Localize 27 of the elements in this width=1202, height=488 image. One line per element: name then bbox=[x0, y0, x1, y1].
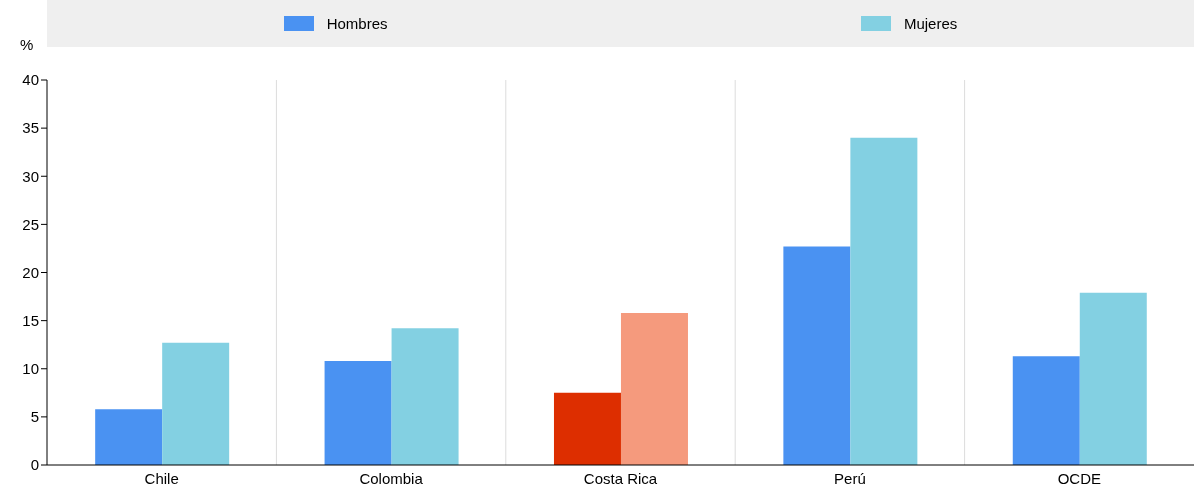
y-tick-label: 40 bbox=[22, 71, 39, 89]
bar bbox=[620, 312, 688, 465]
y-tick-label: 10 bbox=[22, 360, 39, 378]
x-tick-label: Costa Rica bbox=[583, 469, 658, 487]
bar bbox=[1079, 292, 1147, 465]
x-tick-label: OCDE bbox=[1057, 469, 1101, 487]
y-tick-label: 25 bbox=[22, 215, 39, 233]
bar bbox=[95, 409, 163, 465]
legend-label: Hombres bbox=[326, 15, 388, 32]
y-tick-label: 5 bbox=[30, 408, 39, 426]
y-tick-label: 15 bbox=[22, 311, 39, 329]
y-tick-label: 20 bbox=[22, 263, 39, 281]
x-tick-label: Colombia bbox=[359, 469, 424, 487]
y-tick-label: 35 bbox=[22, 119, 39, 137]
bar bbox=[162, 342, 230, 465]
legend-label: Mujeres bbox=[903, 15, 958, 32]
y-tick-label: 30 bbox=[22, 167, 39, 185]
bar bbox=[783, 246, 851, 465]
x-tick-label: Perú bbox=[834, 469, 866, 487]
y-axis-title: % bbox=[20, 36, 34, 53]
bar bbox=[850, 137, 918, 465]
y-tick-label: 0 bbox=[30, 456, 39, 474]
x-tick-label: Chile bbox=[144, 469, 179, 487]
bar bbox=[553, 392, 621, 465]
bar bbox=[324, 361, 392, 465]
bar bbox=[391, 328, 459, 465]
bar bbox=[1012, 356, 1080, 465]
